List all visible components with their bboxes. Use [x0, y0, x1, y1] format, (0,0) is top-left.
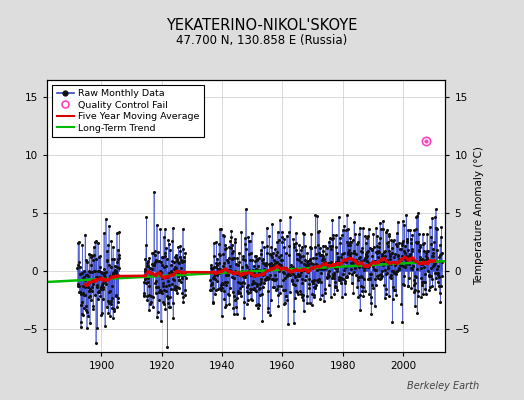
Text: Berkeley Earth: Berkeley Earth	[407, 381, 479, 391]
Text: YEKATERINO-NIKOL'SKOYE: YEKATERINO-NIKOL'SKOYE	[166, 18, 358, 33]
Text: 47.700 N, 130.858 E (Russia): 47.700 N, 130.858 E (Russia)	[177, 34, 347, 47]
Y-axis label: Temperature Anomaly (°C): Temperature Anomaly (°C)	[474, 146, 484, 286]
Legend: Raw Monthly Data, Quality Control Fail, Five Year Moving Average, Long-Term Tren: Raw Monthly Data, Quality Control Fail, …	[52, 85, 204, 137]
